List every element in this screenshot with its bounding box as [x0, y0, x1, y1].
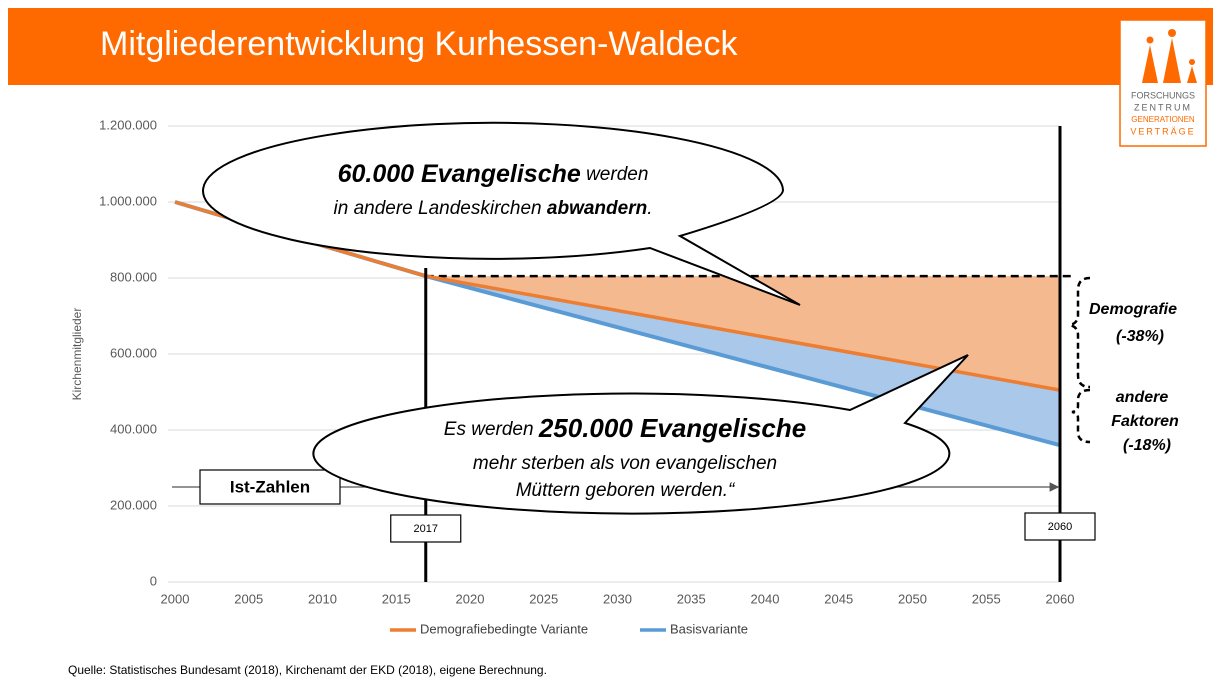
title: Mitgliederentwicklung Kurhessen-Waldeck: [100, 25, 738, 63]
x-tick-label: 2055: [972, 591, 1001, 606]
y-tick-label: 600.000: [110, 345, 157, 360]
logo-head: [1168, 29, 1176, 37]
legend-label: Basisvariante: [670, 621, 748, 636]
brace-label: andere: [1116, 389, 1169, 406]
logo-text: VERTRÄGE: [1130, 126, 1195, 136]
brace-label: (-18%): [1123, 437, 1171, 454]
logo-text: GENERATIONEN: [1131, 115, 1195, 124]
bubble-text: 60.000 Evangelische werden: [338, 160, 649, 188]
x-tick-label: 2005: [234, 591, 263, 606]
speech-bubble: [202, 121, 801, 306]
y-tick-label: 1.200.000: [99, 117, 157, 132]
bubble-span: Es werden: [444, 419, 539, 440]
brace-label: Faktoren: [1111, 413, 1179, 430]
year-box: [390, 514, 462, 543]
logo: FORSCHUNGS ZENTRUM GENERATIONEN VERTRÄGE: [1119, 19, 1207, 147]
header-bar: [8, 8, 1213, 85]
range-label: Ist-Zahlen: [230, 477, 310, 496]
x-tick-label: 2035: [677, 591, 706, 606]
x-tick-label: 2025: [529, 591, 558, 606]
speech-bubble: [312, 354, 969, 515]
x-tick-label: 2010: [308, 591, 337, 606]
y-tick-label: 1.000.000: [99, 193, 157, 208]
bubble-strong: 250.000 Evangelische: [538, 413, 806, 443]
x-tick-label: 2050: [898, 591, 927, 606]
bubble-span: .: [647, 198, 652, 219]
brace: [1071, 388, 1091, 444]
y-tick-label: 200.000: [110, 497, 157, 512]
source: Quelle: Statistisches Bundesamt (2018), …: [68, 663, 547, 677]
logo-text: ZENTRUM: [1134, 102, 1192, 112]
bubble-span: werden: [581, 164, 649, 185]
y-tick-label: 0: [150, 573, 157, 588]
logo-head: [1146, 36, 1154, 44]
x-tick-label: 2000: [161, 591, 190, 606]
bubble-text: Es werden 250.000 Evangelische: [444, 413, 806, 443]
range-box: [199, 469, 341, 505]
year-label: 2017: [414, 523, 438, 535]
x-tick-label: 2060: [1046, 591, 1075, 606]
y-tick-label: 400.000: [110, 421, 157, 436]
bubble-span: in andere Landeskirchen: [334, 198, 547, 219]
logo-head: [1189, 59, 1195, 65]
bubble-text: mehr sterben als von evangelischen: [473, 453, 777, 474]
year-box: [1024, 512, 1096, 541]
brace-label: (-38%): [1116, 328, 1164, 345]
y-axis-label: Kirchenmitglieder: [70, 308, 84, 401]
brace: [1069, 276, 1091, 389]
year-label: 2060: [1048, 521, 1072, 533]
x-tick-label: 2020: [456, 591, 485, 606]
bubble-strong: abwandern: [547, 198, 647, 219]
legend-label: Demografiebedingte Variante: [420, 621, 588, 636]
logo-text: FORSCHUNGS: [1131, 90, 1195, 100]
x-tick-label: 2015: [382, 591, 411, 606]
x-tick-label: 2045: [824, 591, 853, 606]
bubble-text: Müttern geboren werden.“: [516, 480, 736, 501]
x-tick-label: 2030: [603, 591, 632, 606]
x-tick-label: 2040: [751, 591, 780, 606]
y-tick-label: 800.000: [110, 269, 157, 284]
bubble-strong: 60.000 Evangelische: [338, 160, 581, 188]
annotations: Demografie (-38%) andere Faktoren (-18%)…: [172, 121, 1179, 515]
brace-label: Demografie: [1089, 301, 1177, 318]
logo-figures: [1142, 38, 1197, 83]
bubble-text: in andere Landeskirchen abwandern.: [334, 198, 653, 219]
